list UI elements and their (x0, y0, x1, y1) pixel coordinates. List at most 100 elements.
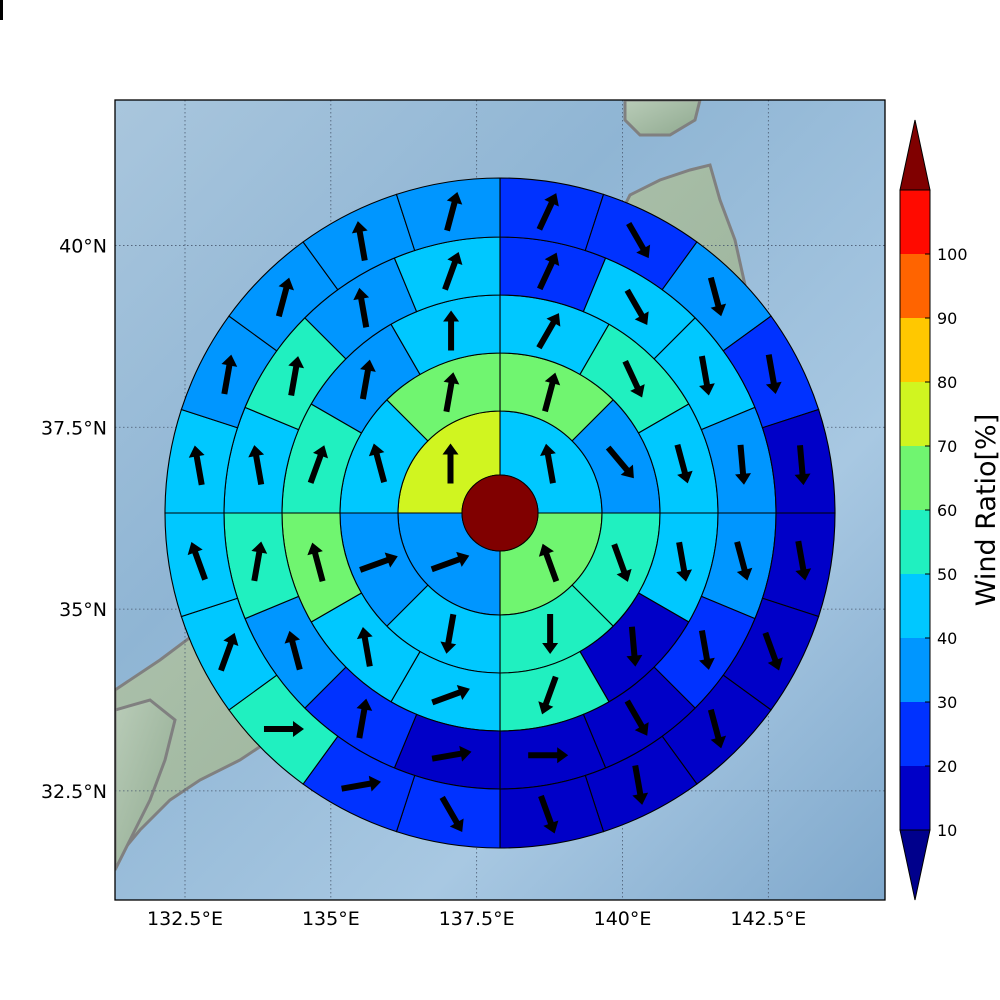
wind-arrow (536, 313, 561, 350)
wind-arrow-shape (284, 630, 303, 671)
lat-tick-label: 37.5°N (41, 417, 107, 439)
colorbar-segment (900, 254, 930, 318)
colorbar-tick-label: 100 (937, 245, 968, 264)
wind-arrow-shape (795, 540, 812, 581)
wind-arrow (676, 541, 693, 582)
wind-arrow (707, 708, 727, 749)
colorbar-segment (900, 702, 930, 766)
wind-arrow (263, 721, 304, 738)
wind-arrow (431, 684, 470, 706)
colorbar-segment (900, 766, 930, 830)
lat-tick-label: 40°N (59, 235, 107, 257)
wind-arrow (442, 443, 459, 484)
wind-arrow (187, 541, 208, 581)
colorbar: 10 20 30 40 50 60 70 80 90 100 (899, 119, 968, 901)
wind-arrow-shape (251, 541, 268, 582)
colorbar-tick-label: 60 (937, 501, 957, 520)
wind-arrow (735, 444, 752, 485)
wind-arrow (734, 541, 753, 581)
lon-tick-label: 137.5°E (439, 908, 515, 930)
wind-arrow (275, 277, 295, 318)
wind-arrow-shape (698, 355, 715, 396)
wind-arrow-shape (707, 708, 727, 749)
wind-arrow-shape (528, 747, 569, 764)
colorbar-segment (900, 382, 930, 446)
colorbar-tick-label: 50 (937, 565, 957, 584)
wind-arrow-shape (248, 445, 265, 486)
wind-arrow (626, 221, 651, 259)
wind-arrow (536, 193, 559, 231)
wind-arrow (622, 359, 645, 398)
colorbar-segment (900, 510, 930, 574)
wind-arrow-shape (341, 775, 382, 792)
wind-arrow-shape (538, 675, 559, 715)
lon-tick-label: 135°E (302, 908, 360, 930)
wind-arrow (351, 221, 368, 262)
colorbar-title: Wind Ratio[%] (971, 414, 1000, 606)
colorbar-under-arrow (899, 829, 931, 901)
lon-tick-label: 132.5°E (147, 908, 223, 930)
wind-arrow (307, 445, 329, 484)
wind-arrow-shape (368, 443, 388, 483)
wind-arrow-shape (734, 541, 753, 581)
wind-arrow-shape (626, 221, 651, 259)
wind-arrow-shape (762, 631, 783, 671)
wind-arrow-shape (676, 541, 693, 582)
colorbar-segment (900, 574, 930, 638)
wind-arrow-shape (218, 632, 239, 672)
wind-arrow-shape (443, 372, 460, 413)
wind-arrow-shape (735, 444, 752, 485)
wind-arrow (284, 630, 303, 671)
lon-tick-label: 142.5°E (730, 908, 806, 930)
wind-arrow (537, 252, 560, 291)
wind-arrow (431, 745, 472, 762)
wind-arrow (218, 632, 239, 672)
wind-arrow (794, 445, 811, 486)
wind-arrow-shape (440, 613, 457, 654)
wind-arrow-shape (353, 287, 370, 328)
wind-arrow-shape (187, 541, 208, 581)
wind-arrow (440, 613, 457, 654)
wind-arrow-shape (0, 0, 3, 20)
colorbar-tick-label: 20 (937, 757, 957, 776)
wind-arrow (307, 542, 326, 583)
wind-arrow-shape (359, 359, 376, 400)
wind-arrow-shape (430, 551, 470, 573)
wind-arrow-shape (622, 359, 645, 398)
wind-arrows (0, 0, 812, 834)
wind-arrow-shape (188, 445, 205, 486)
wind-arrow (188, 445, 205, 486)
wind-arrow (538, 543, 560, 583)
wind-arrow-shape (624, 699, 649, 736)
wind-arrow-shape (443, 310, 460, 351)
wind-arrow (439, 795, 464, 833)
wind-arrow-shape (536, 313, 561, 350)
colorbar-tick-label: 80 (937, 373, 957, 392)
wind-arrow (356, 698, 373, 739)
wind-arrow-shape (288, 356, 305, 396)
colorbar-segment (900, 190, 930, 254)
colorbar-tick-label: 90 (937, 309, 957, 328)
colorbar-tick-label: 30 (937, 693, 957, 712)
colorbar-tick-label: 40 (937, 629, 957, 648)
wind-arrow-shape (537, 252, 560, 291)
wind-arrow (624, 699, 649, 736)
wind-arrow (765, 354, 782, 395)
wind-arrow-shape (431, 684, 470, 706)
wind-arrow (359, 552, 398, 573)
wind-arrow (528, 747, 569, 764)
wind-arrow (674, 443, 693, 484)
wind-arrow-shape (540, 443, 556, 484)
map-frame (114, 99, 886, 901)
wind-arrow (707, 276, 727, 317)
wind-arrow-shape (263, 721, 304, 738)
wind-arrow (605, 445, 634, 479)
wind-arrow-shape (307, 445, 329, 484)
wind-arrow-shape (442, 251, 463, 291)
wind-arrow (624, 288, 649, 325)
wind-arrow (611, 543, 632, 582)
lat-tick-label: 35°N (59, 599, 107, 621)
wind-arrow (0, 0, 3, 20)
wind-arrow-shape (632, 764, 649, 805)
wind-arrow-shape (707, 276, 727, 317)
